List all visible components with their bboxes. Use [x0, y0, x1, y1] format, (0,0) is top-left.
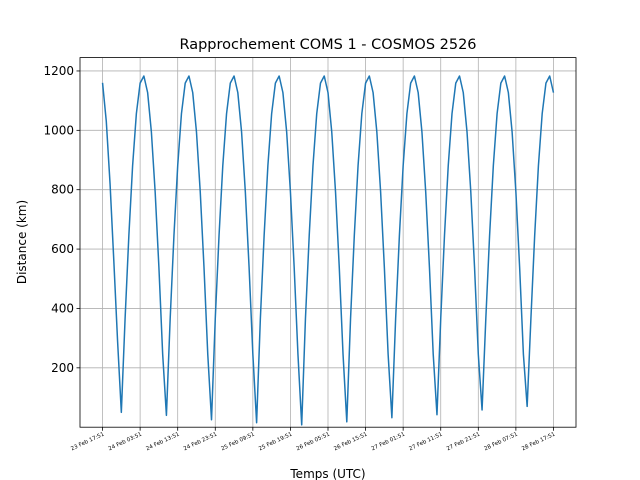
y-tick-label: 600: [51, 242, 74, 256]
plot-frame: [79, 57, 577, 428]
chart-title: Rapprochement COMS 1 - COSMOS 2526: [179, 37, 476, 53]
x-axis-label: Temps (UTC): [289, 467, 365, 480]
y-axis-label: Distance (km): [15, 200, 29, 284]
y-tick-label: 800: [51, 183, 74, 197]
line-series: [101, 75, 555, 426]
y-tick-label: 400: [51, 301, 74, 315]
y-tick-label: 1200: [43, 64, 74, 78]
y-tick-label: 1000: [43, 123, 74, 137]
y-tick-label: 200: [51, 361, 74, 375]
